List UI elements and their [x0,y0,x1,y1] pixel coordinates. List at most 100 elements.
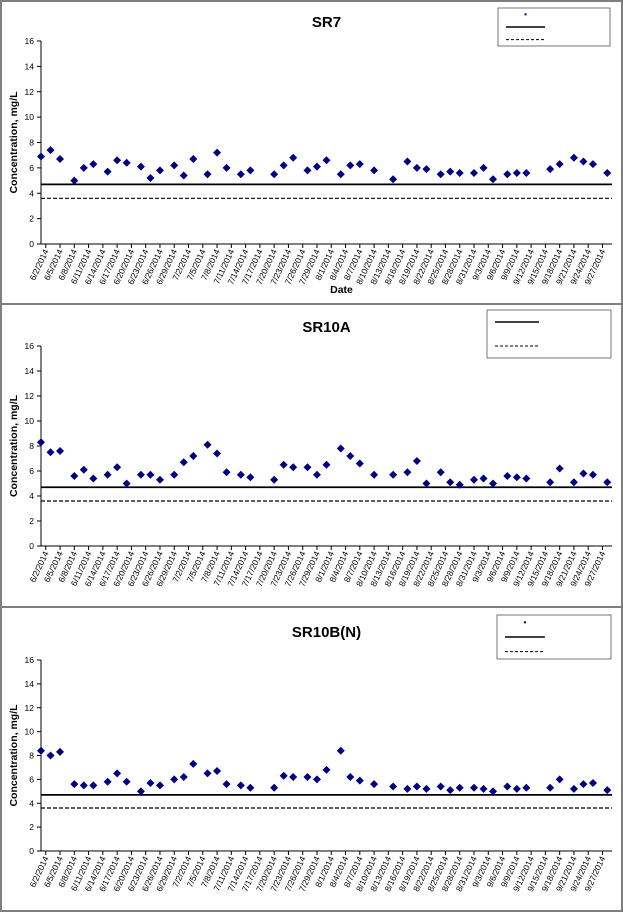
y-tick-label: 10 [25,727,35,737]
data-point [555,464,564,473]
data-point [355,459,364,468]
data-point [322,156,331,165]
data-point [355,776,364,785]
data-point [312,470,321,479]
data-point [470,783,479,792]
data-point [179,458,188,467]
data-point [155,475,164,484]
y-tick-label: 16 [25,655,35,665]
data-point [569,784,578,793]
y-tick-label: 4 [29,188,34,198]
data-point [56,447,65,455]
data-point [588,160,597,169]
data-point [146,778,155,787]
data-point [146,470,155,479]
data-point [37,438,45,447]
data-point [103,167,112,176]
y-tick-label: 2 [29,822,34,832]
data-point [312,775,321,784]
y-tick-label: 4 [29,491,34,501]
data-point [603,168,612,177]
chart-frame [1,1,622,304]
data-point [155,781,164,790]
data-point [470,475,479,484]
data-point [303,772,312,781]
data-point [446,167,455,176]
x-axis-label: Date [330,284,353,296]
y-tick-label: 0 [29,239,34,249]
data-point [203,170,212,179]
data-point [170,470,179,479]
data-point [189,759,198,768]
data-point [503,782,512,791]
data-point [189,452,198,460]
data-point [303,166,312,175]
data-point [336,170,345,179]
data-point [270,170,279,179]
data-point [346,772,355,781]
data-point [479,784,488,793]
chart-panel-sr10b: SR10B(N) 0 2 4 6 8 10 12 14 16 Concentration, mg/L… [1,607,622,911]
data-point [89,781,98,790]
chart-panel-sr7: SR7 0 2 4 6 8 10 12 14 16 Concentration, mg/L 6/2/2… [1,1,622,304]
data-point [436,468,445,477]
data-point [46,751,55,760]
data-point [355,160,364,169]
data-point [189,154,198,163]
data-point [489,175,498,184]
y-axis-label: Concentration, mg/L [8,704,20,807]
data-point [303,463,312,472]
data-point [546,165,555,174]
data-point [512,168,521,177]
legend-marker-data [524,13,527,16]
data-point [136,162,145,171]
data-point [370,780,379,789]
data-point [412,163,421,172]
legend-marker-data [523,621,526,624]
data-point [213,449,222,458]
data-point [522,168,531,177]
data-point [79,465,88,474]
data-point [588,778,597,787]
data-point [579,157,588,166]
data-point [37,152,45,161]
data-point [546,478,555,487]
data-point [70,780,79,789]
data-point [103,470,112,479]
data-point [222,468,231,477]
data-point [213,148,222,157]
data-point [479,163,488,172]
y-tick-label: 14 [25,366,35,376]
data-point [236,170,245,179]
data-point [522,474,531,483]
data-point [403,468,412,477]
data-point [136,787,145,796]
data-point [136,470,145,479]
data-point [322,765,331,774]
data-point [555,160,564,169]
data-point [213,767,222,776]
data-point [179,772,188,781]
y-tick-label: 14 [25,679,35,689]
data-point [222,163,231,172]
chart-sr10b: SR10B(N) 0 2 4 6 8 10 12 14 16 Concentration, mg/L… [1,607,622,911]
data-point [289,463,298,472]
data-point [603,478,612,487]
data-point [412,782,421,791]
data-point [46,146,55,155]
data-point [56,154,65,163]
data-point [122,479,131,488]
data-point [56,747,65,756]
data-point [470,168,479,177]
data-point [569,478,578,487]
y-tick-label: 2 [29,214,34,224]
y-axis-label: Concentration, mg/L [8,91,20,194]
data-point [389,175,398,184]
chart-title: SR7 [312,14,341,31]
data-point [312,162,321,171]
y-tick-label: 14 [25,61,35,71]
data-point [113,769,122,778]
data-point [279,460,288,469]
data-point [170,161,179,170]
